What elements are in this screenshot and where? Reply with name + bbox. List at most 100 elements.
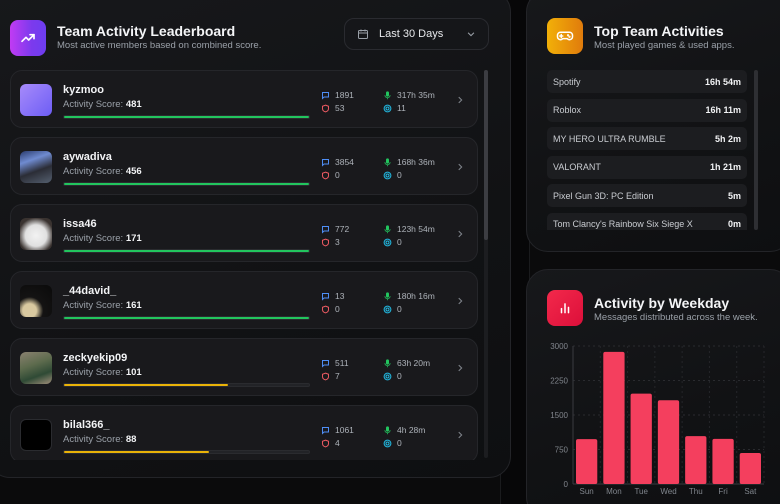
voice-time: 123h 54m xyxy=(397,224,435,234)
shield-icon xyxy=(322,372,329,380)
row-expand-button[interactable] xyxy=(455,93,465,111)
activity-name: Roblox xyxy=(553,105,582,115)
avatar xyxy=(20,218,52,250)
leaderboard-subtitle: Most active members based on combined sc… xyxy=(57,40,262,51)
activity-name: VALORANT xyxy=(553,162,601,172)
gamepad-icon xyxy=(556,31,574,41)
score-progress-fill xyxy=(64,250,309,252)
activity-score: Activity Score: 171 xyxy=(63,233,142,244)
games-count: 0 xyxy=(397,304,402,314)
moderation-stat: 0 xyxy=(321,304,340,314)
username: zeckyekip09 xyxy=(63,352,128,364)
score-progress-bar xyxy=(63,249,310,253)
activity-time: 1h 21m xyxy=(709,162,741,172)
x-tick-label: Thu xyxy=(689,487,703,496)
activities-scrollbar[interactable] xyxy=(754,70,758,230)
message-icon xyxy=(322,359,329,368)
voice-stat: 4h 28m xyxy=(383,425,425,435)
row-expand-button[interactable] xyxy=(455,428,465,446)
moderation-count: 0 xyxy=(335,304,340,314)
leaderboard-scrollbar[interactable] xyxy=(484,70,488,458)
message-icon xyxy=(322,91,329,100)
leaderboard-row[interactable]: issa46 Activity Score: 171 772 3 123h 54… xyxy=(10,204,478,262)
games-stat: 0 xyxy=(383,237,402,247)
leaderboard-list: kyzmoo Activity Score: 481 1891 53 317h … xyxy=(10,70,478,460)
row-expand-button[interactable] xyxy=(455,160,465,178)
activity-item[interactable]: Spotify 16h 54m xyxy=(547,70,747,93)
shield-icon xyxy=(322,439,329,447)
bar-tue xyxy=(630,393,652,484)
games-stat: 0 xyxy=(383,304,402,314)
score-progress-bar xyxy=(63,450,310,454)
score-label: Activity Score: xyxy=(63,434,126,445)
activity-item[interactable]: VALORANT 1h 21m xyxy=(547,155,747,179)
bar-sun xyxy=(576,439,598,484)
score-label: Activity Score: xyxy=(63,367,126,378)
chevron-down-icon xyxy=(467,32,475,37)
activity-item[interactable]: Roblox 16h 11m xyxy=(547,98,747,122)
score-progress-fill xyxy=(64,183,309,185)
leaderboard-row[interactable]: aywadiva Activity Score: 456 3854 0 168h… xyxy=(10,137,478,195)
activity-name: MY HERO ULTRA RUMBLE xyxy=(553,133,666,144)
activity-time: 16h 11m xyxy=(705,105,741,115)
x-tick-label: Sun xyxy=(580,487,594,496)
score-progress-fill xyxy=(64,384,229,386)
bar-mon xyxy=(603,351,625,484)
messages-stat: 13 xyxy=(321,291,344,301)
games-stat: 11 xyxy=(383,103,406,113)
activity-item[interactable]: Pixel Gun 3D: PC Edition 5m xyxy=(547,184,747,207)
score-label: Activity Score: xyxy=(63,99,126,110)
games-count: 0 xyxy=(397,438,402,448)
bar-fri xyxy=(712,438,734,484)
voice-time: 168h 36m xyxy=(397,157,435,167)
messages-stat: 1061 xyxy=(321,425,354,435)
row-expand-button[interactable] xyxy=(455,227,465,245)
score-value: 101 xyxy=(125,367,142,378)
lifebuoy-icon xyxy=(383,104,392,112)
leaderboard-row[interactable]: bilal366_ Activity Score: 88 1061 4 4h 2… xyxy=(10,405,478,460)
leaderboard-row[interactable]: zeckyekip09 Activity Score: 101 511 7 63… xyxy=(10,338,478,396)
trending-up-icon xyxy=(21,33,35,43)
leaderboard-row[interactable]: _44david_ Activity Score: 161 13 0 180h … xyxy=(10,271,478,329)
message-icon xyxy=(322,292,329,301)
activity-score: Activity Score: 456 xyxy=(63,166,142,177)
microphone-icon xyxy=(384,157,391,166)
activity-score: Activity Score: 161 xyxy=(63,300,142,311)
activity-item[interactable]: Tom Clancy's Rainbow Six Siege X 0m xyxy=(547,212,747,230)
moderation-stat: 7 xyxy=(321,371,340,381)
messages-stat: 511 xyxy=(321,358,349,368)
chevron-right-icon xyxy=(458,96,463,104)
chevron-right-icon xyxy=(458,364,463,372)
activity-item[interactable]: MY HERO ULTRA RUMBLE 5h 2m xyxy=(547,127,747,150)
row-expand-button[interactable] xyxy=(455,361,465,379)
messages-count: 1891 xyxy=(335,90,354,100)
weekday-bar-chart: 0 750 1500 2250 3000 Sun Mon Tue Wed Thu Fri Sat xyxy=(550,342,765,496)
moderation-stat: 4 xyxy=(321,438,340,448)
y-tick-label: 3000 xyxy=(550,342,568,351)
games-count: 11 xyxy=(397,103,406,113)
activity-name: Pixel Gun 3D: PC Edition xyxy=(553,190,654,201)
activity-score: Activity Score: 481 xyxy=(63,99,142,110)
messages-stat: 1891 xyxy=(321,90,354,100)
date-range-dropdown[interactable]: Last 30 Days xyxy=(344,18,489,50)
score-label: Activity Score: xyxy=(63,300,126,311)
x-tick-label: Wed xyxy=(660,487,676,496)
x-tick-label: Mon xyxy=(606,487,622,496)
moderation-count: 3 xyxy=(335,237,340,247)
voice-stat: 123h 54m xyxy=(383,224,435,234)
avatar xyxy=(20,151,52,183)
score-progress-bar xyxy=(63,182,310,186)
voice-stat: 63h 20m xyxy=(383,358,430,368)
messages-count: 511 xyxy=(335,358,349,368)
row-expand-button[interactable] xyxy=(455,294,465,312)
scrollbar-thumb[interactable] xyxy=(484,70,488,240)
leaderboard-row[interactable]: kyzmoo Activity Score: 481 1891 53 317h … xyxy=(10,70,478,128)
moderation-stat: 3 xyxy=(321,237,340,247)
voice-time: 317h 35m xyxy=(397,90,435,100)
score-value: 481 xyxy=(125,99,142,110)
message-icon xyxy=(322,158,329,167)
message-icon xyxy=(322,225,329,234)
voice-time: 4h 28m xyxy=(397,425,426,435)
moderation-count: 4 xyxy=(335,438,340,448)
calendar-icon xyxy=(358,29,368,39)
